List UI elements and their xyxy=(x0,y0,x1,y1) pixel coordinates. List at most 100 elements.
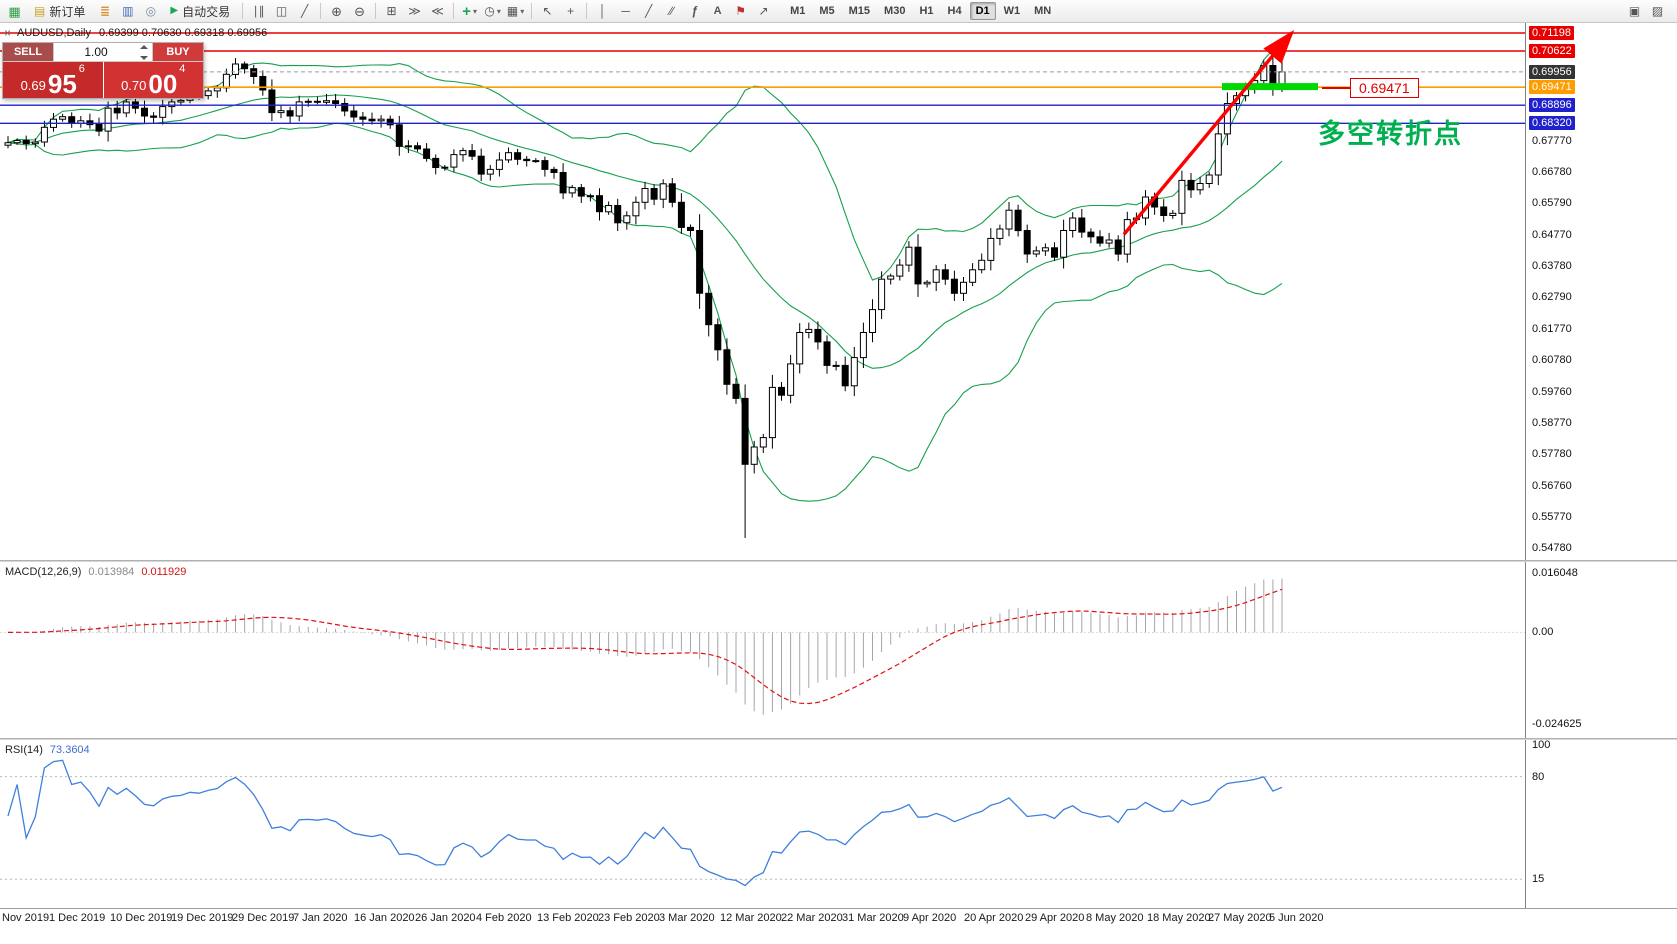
crosshair-button[interactable]: + xyxy=(560,1,581,21)
chart-title: AUDUSD,Daily 0.69399 0.70630 0.69318 0.6… xyxy=(17,27,267,39)
datawindow-icon: ▥ xyxy=(122,4,134,18)
toolbar-separator xyxy=(242,3,244,19)
app-icon: ▦ xyxy=(8,3,21,19)
periods-button[interactable]: ◷ ▾ xyxy=(482,1,503,21)
date-axis-label: 19 Dec 2019 xyxy=(171,912,234,924)
app-button[interactable]: ▦ xyxy=(4,1,25,21)
marketwatch-button[interactable]: ≣ xyxy=(94,1,115,21)
toolbar-separator xyxy=(320,3,322,19)
macd-panel[interactable] xyxy=(0,562,1677,738)
timeframe-M5[interactable]: M5 xyxy=(819,5,835,17)
buy-tab[interactable]: BUY xyxy=(153,43,203,61)
shapes-button[interactable]: ↗ xyxy=(753,1,774,21)
timeframe-M30[interactable]: M30 xyxy=(884,5,906,17)
volume-input[interactable] xyxy=(54,43,152,61)
hline-button[interactable]: ─ xyxy=(615,1,636,21)
volume-spinner[interactable] xyxy=(140,45,150,60)
shift-icon: ≪ xyxy=(431,4,444,18)
timeframe-MN[interactable]: MN xyxy=(1034,5,1052,17)
autoplay-button[interactable]: ▶ 自动交易 xyxy=(170,4,231,19)
timeframe-M15[interactable]: M15 xyxy=(848,5,871,17)
volume-field xyxy=(53,43,153,61)
sell-tab[interactable]: SELL xyxy=(3,43,53,61)
template-icon: ▦ xyxy=(506,4,519,18)
neworder-button[interactable]: ▤ 新订单 xyxy=(34,4,86,19)
annotation-text[interactable]: 多空转折点 xyxy=(1318,119,1463,149)
chevron-down-icon: ▾ xyxy=(472,6,477,16)
main-chart[interactable] xyxy=(0,23,1677,560)
timeframe-toolbar: M1 M5 M15 M30 H1 H4 D1 W1 MN xyxy=(783,2,1058,20)
date-axis-label: 7 Jan 2020 xyxy=(293,912,348,924)
fibo-button[interactable]: ƒ xyxy=(684,1,705,21)
sell-button[interactable]: 0.69 95 6 xyxy=(3,62,103,98)
zoomout-button[interactable]: ⊖ xyxy=(349,1,370,21)
toolbar-separator xyxy=(531,3,533,19)
date-axis-label: 12 Mar 2020 xyxy=(720,912,782,924)
timeframe-H1[interactable]: H1 xyxy=(919,5,934,17)
zoomin-button[interactable]: ⊕ xyxy=(326,1,347,21)
panel-splitter[interactable] xyxy=(0,560,1677,562)
text-icon: A xyxy=(713,4,722,17)
timeframe-H4[interactable]: H4 xyxy=(947,5,962,17)
timeframe-D1[interactable]: D1 xyxy=(969,2,996,20)
bars-icon: ∣∥ xyxy=(252,4,265,18)
date-axis-label: 1 Dec 2019 xyxy=(49,912,106,924)
buy-button[interactable]: 0.70 00 4 xyxy=(102,62,203,99)
panel-splitter[interactable] xyxy=(0,738,1677,740)
price-axis-label: 0.54780 xyxy=(1532,542,1572,554)
close-icon[interactable]: × xyxy=(4,26,12,40)
price-axis-label: 0.69471 xyxy=(1529,80,1575,94)
price-axis-label: 0.64770 xyxy=(1532,229,1572,241)
timeframe-W1[interactable]: W1 xyxy=(1003,5,1021,17)
spin-down-icon[interactable] xyxy=(140,56,148,60)
layout-icon: ▣ xyxy=(1628,4,1641,18)
channel-button[interactable]: ∕∕ xyxy=(661,1,682,21)
rsi-axis-label: 15 xyxy=(1532,873,1545,885)
vline-button[interactable]: │ xyxy=(592,1,613,21)
price-axis-label: 0.57780 xyxy=(1532,448,1572,460)
ask-price-big: 00 xyxy=(148,68,178,99)
bars-button[interactable]: ∣∥ xyxy=(248,1,269,21)
text-button[interactable]: A xyxy=(707,1,728,21)
time-axis[interactable]: Nov 2019 1 Dec 2019 10 Dec 2019 19 Dec 2019… xyxy=(0,909,1525,929)
price-axis-label: 0.56760 xyxy=(1532,480,1572,492)
price-axis-label: 0.59760 xyxy=(1532,386,1572,398)
macd-axis-label: -0.024625 xyxy=(1532,718,1582,730)
autoplay-icon: ▶ xyxy=(170,5,179,16)
tile-button[interactable]: ⊞ xyxy=(381,1,402,21)
panel-icon: ▨ xyxy=(1651,4,1664,18)
date-axis-label: 23 Feb 2020 xyxy=(598,912,660,924)
candles-button[interactable]: ◫ xyxy=(271,1,292,21)
navigator-button[interactable]: ◎ xyxy=(140,1,161,21)
date-axis-label: 29 Apr 2020 xyxy=(1025,912,1085,924)
rsi-value: 73.3604 xyxy=(49,744,90,756)
date-axis-label: 5 Jun 2020 xyxy=(1269,912,1324,924)
indicators-button[interactable]: + ▾ xyxy=(459,1,480,21)
timeframe-M1[interactable]: M1 xyxy=(790,5,806,17)
autoscroll-button[interactable]: ≫ xyxy=(404,1,425,21)
datawindow-button[interactable]: ▥ xyxy=(117,1,138,21)
shift-button[interactable]: ≪ xyxy=(427,1,448,21)
spin-up-icon[interactable] xyxy=(140,45,148,49)
price-axis-label: 0.71198 xyxy=(1529,26,1574,40)
linechart-button[interactable]: ╱ xyxy=(294,1,315,21)
rsi-panel[interactable] xyxy=(0,740,1677,908)
date-axis-label: 3 Mar 2020 xyxy=(659,912,715,924)
template-button[interactable]: ▦ ▾ xyxy=(505,1,526,21)
zoomin-icon: ⊕ xyxy=(331,3,343,19)
layout-button[interactable]: ▣ xyxy=(1624,1,1645,21)
panel-button[interactable]: ▨ xyxy=(1647,1,1668,21)
price-callout[interactable]: 0.69471 xyxy=(1350,78,1419,98)
date-axis-label: 18 May 2020 xyxy=(1147,912,1211,924)
toolbar-separator xyxy=(375,3,377,19)
cursor-button[interactable]: ↖ xyxy=(537,1,558,21)
price-axis-label: 0.60780 xyxy=(1532,354,1572,366)
trend-button[interactable]: ╱ xyxy=(638,1,659,21)
label-button[interactable]: ⚑ xyxy=(730,1,751,21)
chevron-down-icon: ▾ xyxy=(520,6,525,16)
price-axis-label: 0.70622 xyxy=(1529,44,1575,58)
marketwatch-icon: ≣ xyxy=(99,4,110,18)
navigator-icon: ◎ xyxy=(145,4,157,18)
macd-axis-label: 0.00 xyxy=(1532,626,1554,638)
